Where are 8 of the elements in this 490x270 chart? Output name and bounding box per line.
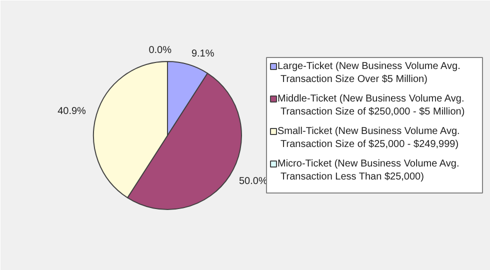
data-label: 50.0% [238,176,268,187]
legend-label: Micro-Ticket (New Business Volume Avg. Transaction Less Than $25,000) [278,158,460,182]
legend-label: Middle-Ticket (New Business Volume Avg. Transaction Size of $250,000 - $5 Million) [278,94,465,118]
text: 0.0% [148,45,172,56]
data-label: 9.1% [191,48,214,60]
data-label: 40.9% [58,106,86,118]
legend-label: Large-Ticket (New Business Volume Avg. Transaction Size Over $5 Million) [278,61,460,85]
legend-label: Small-Ticket (New Business Volume Avg. Transaction Size of $25,000 - $249,999) [278,126,460,150]
